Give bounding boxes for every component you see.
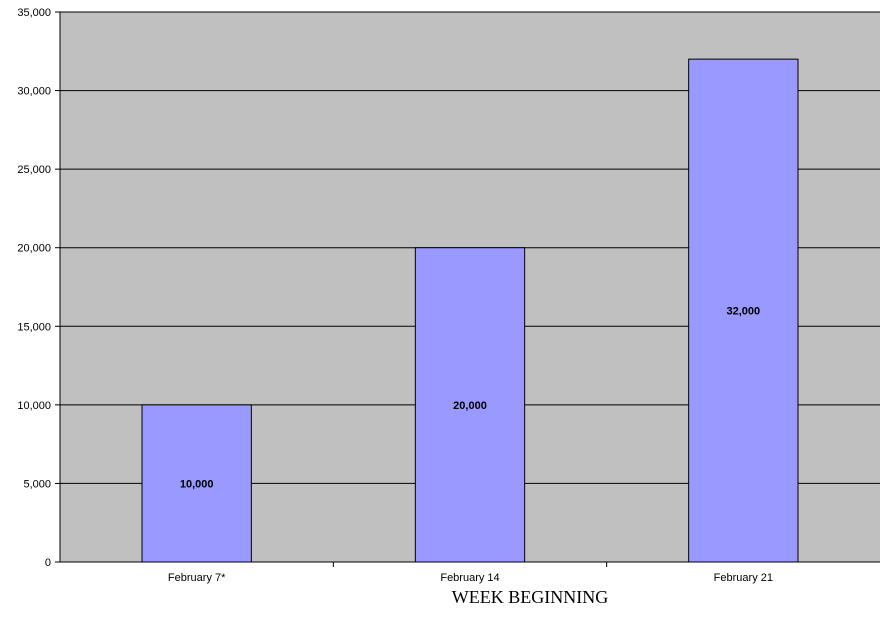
- bars: 10,000 20,000 32,000: [141, 58, 799, 563]
- bar-value-label: 20,000: [453, 400, 487, 412]
- bar-value-label: 32,000: [727, 306, 761, 318]
- axes: [55, 11, 880, 567]
- y-tick-label: 20,000: [17, 243, 51, 255]
- x-tick-label: February 7*: [168, 572, 226, 584]
- bar: [414, 247, 526, 563]
- y-tick-label: 25,000: [17, 164, 51, 176]
- tick-labels: 0 5,000 10,000 15,000 20,000 25,000 30,000 35,0…: [17, 7, 773, 584]
- y-tick-label: 10,000: [17, 400, 51, 412]
- x-tick-label: February 21: [714, 572, 773, 584]
- y-tick-label: 15,000: [17, 321, 51, 333]
- x-tick-label: February 14: [440, 572, 499, 584]
- y-tick-label: 5,000: [23, 478, 51, 490]
- y-tick-label: 0: [45, 557, 51, 569]
- x-axis-title: WEEK BEGINNING: [452, 587, 608, 607]
- bar: [141, 404, 252, 563]
- y-tick-label: 35,000: [17, 7, 51, 19]
- bar-value-label: 10,000: [180, 478, 214, 490]
- y-tick-label: 30,000: [17, 86, 51, 98]
